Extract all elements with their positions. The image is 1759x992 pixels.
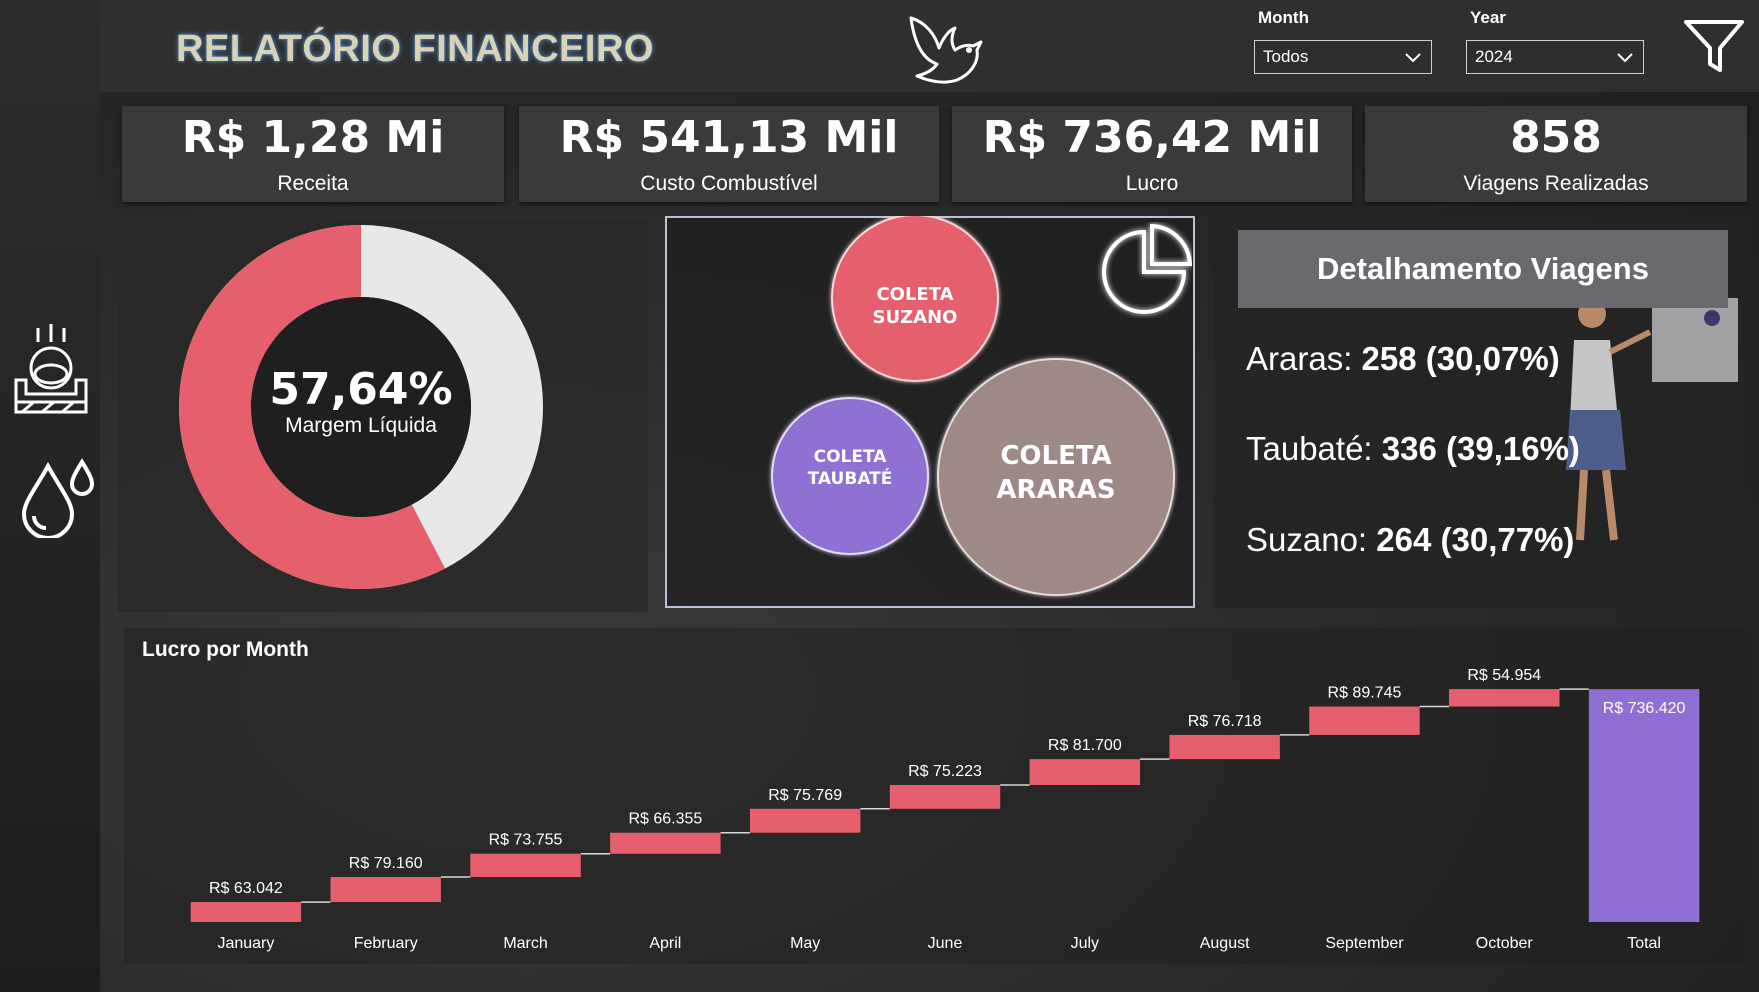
waterfall-category-label: February	[354, 935, 418, 952]
kpi-lucro-value: R$ 736,42 Mil	[982, 112, 1322, 163]
kpi-viagens-label: Viagens Realizadas	[1463, 172, 1649, 195]
waterfall-bar[interactable]	[610, 832, 721, 854]
kpi-custo-value: R$ 541,13 Mil	[559, 112, 899, 163]
row-count: 336	[1381, 430, 1437, 467]
waterfall-data-label: R$ 81.700	[1048, 737, 1122, 754]
waterfall-category-label: May	[790, 935, 820, 952]
waterfall-data-label: R$ 79.160	[349, 855, 423, 872]
row-pct: (39,16%)	[1446, 430, 1580, 467]
waterfall-bar[interactable]	[749, 808, 861, 833]
kpi-viagens: 858 Viagens Realizadas	[1365, 106, 1747, 202]
waterfall-total-bar[interactable]	[1588, 689, 1700, 922]
year-slicer-label: Year	[1470, 8, 1506, 27]
detalhamento-row-suzano: Suzano: 264 (30,77%)	[1246, 521, 1574, 559]
waterfall-category-label: Total	[1627, 935, 1661, 952]
year-slicer-value: 2024	[1475, 47, 1513, 66]
bubble-taubate-line2: TAUBATÉ	[808, 467, 893, 489]
detalhamento-title-box: Detalhamento Viagens	[1238, 230, 1728, 308]
coin-hand-icon[interactable]	[12, 322, 90, 414]
pie-chart-icon	[1102, 223, 1192, 314]
chevron-down-icon	[1405, 53, 1421, 63]
waterfall-category-label: June	[928, 935, 963, 952]
kpi-receita-value: R$ 1,28 Mi	[181, 112, 445, 163]
bubble-taubate-line1: COLETA	[814, 447, 888, 467]
detalhamento-title: Detalhamento Viagens	[1317, 251, 1649, 286]
bubble-suzano-line2: SUZANO	[873, 307, 958, 328]
bubble-araras-line1: COLETA	[1000, 441, 1111, 471]
waterfall-bar[interactable]	[889, 784, 1001, 809]
row-pct: (30,77%)	[1440, 521, 1575, 558]
sidebar	[0, 0, 100, 992]
waterfall-data-label: R$ 76.718	[1188, 713, 1262, 730]
waterfall-bar[interactable]	[1029, 759, 1141, 785]
month-slicer-label: Month	[1258, 8, 1309, 27]
waterfall-bar[interactable]	[1309, 706, 1420, 735]
waterfall-category-label: January	[217, 935, 274, 952]
detalhamento-row-araras: Araras: 258 (30,07%)	[1246, 340, 1560, 378]
waterfall-bar[interactable]	[1169, 734, 1280, 760]
donut-hole	[251, 297, 471, 517]
kpi-custo-label: Custo Combustível	[640, 172, 818, 195]
waterfall-data-label: R$ 75.223	[908, 763, 982, 780]
chart-title: Lucro por Month	[142, 638, 309, 661]
donut-value-arc	[179, 225, 445, 589]
waterfall-data-label: R$ 54.954	[1467, 667, 1541, 684]
row-count: 264	[1376, 521, 1432, 558]
bubble-araras[interactable]: COLETA ARARAS	[937, 358, 1175, 596]
kpi-custo-combustivel: R$ 541,13 Mil Custo Combustível	[519, 106, 939, 202]
kpi-receita: R$ 1,28 Mi Receita	[122, 106, 504, 202]
waterfall-data-label: R$ 89.745	[1328, 685, 1402, 702]
waterfall-bar[interactable]	[190, 902, 302, 922]
kpi-receita-label: Receita	[277, 172, 349, 195]
year-slicer[interactable]: 2024	[1466, 40, 1644, 74]
donut-value-text: 57,64%	[269, 364, 452, 415]
waterfall-category-label: September	[1325, 935, 1404, 952]
row-count: 258	[1361, 340, 1417, 377]
row-city: Araras:	[1246, 340, 1353, 377]
lucro-waterfall-chart[interactable]: R$ 63.042 January R$ 79.160 February R$ 73.7…	[124, 628, 1746, 964]
waterfall-bar[interactable]	[1449, 689, 1560, 707]
row-city: Suzano:	[1246, 521, 1368, 558]
kpi-viagens-value: 858	[1510, 112, 1602, 163]
fuel-drop-icon[interactable]	[18, 458, 96, 538]
waterfall-data-label: R$ 75.769	[768, 787, 842, 804]
bubble-araras-line2: ARARAS	[996, 475, 1115, 505]
waterfall-data-label: R$ 66.355	[628, 811, 702, 828]
page-title: RELATÓRIO FINANCEIRO	[176, 28, 654, 70]
waterfall-category-label: October	[1476, 935, 1534, 952]
waterfall-category-label: April	[649, 935, 681, 952]
waterfall-bar[interactable]	[470, 853, 581, 878]
bubble-taubate[interactable]: COLETA TAUBATÉ	[771, 397, 929, 555]
presenter-illustration	[1566, 297, 1738, 541]
donut-label-text: Margem Líquida	[285, 414, 437, 437]
bubble-suzano-line1: COLETA	[876, 284, 953, 305]
filter-icon[interactable]	[1683, 18, 1745, 76]
waterfall-category-label: August	[1200, 935, 1250, 952]
dove-logo-icon	[909, 16, 983, 84]
bubble-suzano[interactable]: COLETA SUZANO	[831, 216, 999, 382]
row-pct: (30,07%)	[1425, 340, 1560, 377]
waterfall-category-label: March	[503, 935, 547, 952]
waterfall-data-label: R$ 736.420	[1603, 700, 1686, 717]
row-city: Taubaté:	[1246, 430, 1373, 467]
bubble-chart[interactable]: COLETA SUZANO COLETA TAUBATÉ COLETA ARAR…	[665, 216, 1195, 608]
chevron-down-icon	[1617, 53, 1633, 63]
kpi-lucro-label: Lucro	[1125, 172, 1179, 195]
kpi-lucro: R$ 736,42 Mil Lucro	[952, 106, 1352, 202]
waterfall-bar[interactable]	[330, 877, 441, 903]
waterfall-data-label: R$ 63.042	[209, 880, 283, 897]
margem-liquida-donut[interactable]: 57,64% Margem Líquida	[178, 224, 544, 590]
month-slicer-value: Todos	[1263, 47, 1309, 66]
waterfall-data-label: R$ 73.755	[489, 832, 563, 849]
detalhamento-row-taubate: Taubaté: 336 (39,16%)	[1246, 430, 1580, 468]
month-slicer[interactable]: Todos	[1254, 40, 1432, 74]
waterfall-category-label: July	[1071, 935, 1099, 952]
